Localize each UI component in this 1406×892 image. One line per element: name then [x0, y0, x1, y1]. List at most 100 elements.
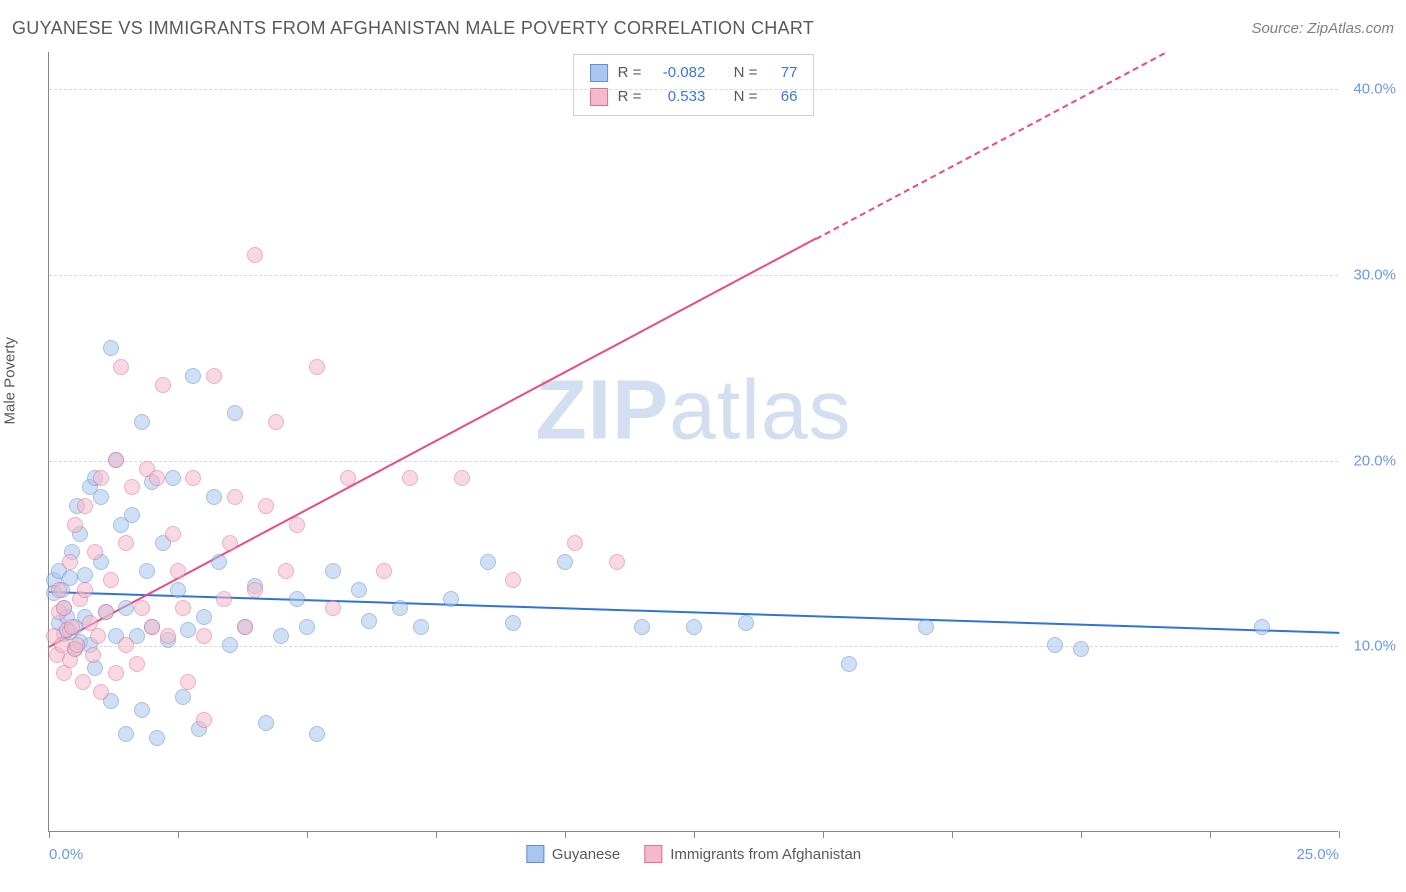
scatter-plot: ZIPatlas R =-0.082 N =77R =0.533 N =66 G…: [48, 52, 1338, 832]
data-point: [165, 526, 181, 542]
data-point: [268, 414, 284, 430]
data-point: [1073, 641, 1089, 657]
watermark: ZIPatlas: [535, 362, 851, 459]
data-point: [118, 600, 134, 616]
data-point: [278, 563, 294, 579]
data-point: [480, 554, 496, 570]
x-tick: [823, 831, 824, 838]
data-point: [103, 572, 119, 588]
data-point: [62, 554, 78, 570]
y-axis-label: Male Poverty: [2, 337, 19, 425]
gridline: [49, 89, 1338, 90]
data-point: [258, 715, 274, 731]
legend-swatch: [590, 64, 608, 82]
data-point: [454, 470, 470, 486]
data-point: [206, 489, 222, 505]
data-point: [196, 609, 212, 625]
data-point: [93, 684, 109, 700]
data-point: [299, 619, 315, 635]
x-tick: [178, 831, 179, 838]
data-point: [103, 340, 119, 356]
chart-title: GUYANESE VS IMMIGRANTS FROM AFGHANISTAN …: [12, 18, 814, 39]
data-point: [124, 507, 140, 523]
data-point: [93, 489, 109, 505]
data-point: [557, 554, 573, 570]
data-point: [77, 582, 93, 598]
legend-label: Immigrants from Afghanistan: [670, 846, 861, 863]
series-legend: Guyanese Immigrants from Afghanistan: [526, 845, 861, 863]
legend-swatch: [526, 845, 544, 863]
data-point: [273, 628, 289, 644]
legend-item: Immigrants from Afghanistan: [644, 845, 861, 863]
data-point: [392, 600, 408, 616]
data-point: [247, 582, 263, 598]
x-tick: [49, 831, 50, 838]
x-tick: [565, 831, 566, 838]
data-point: [1254, 619, 1270, 635]
data-point: [351, 582, 367, 598]
data-point: [134, 702, 150, 718]
r-value: -0.082: [651, 61, 705, 85]
data-point: [222, 535, 238, 551]
legend-swatch: [644, 845, 662, 863]
data-point: [98, 604, 114, 620]
data-point: [67, 517, 83, 533]
legend-swatch: [590, 88, 608, 106]
data-point: [149, 470, 165, 486]
data-point: [247, 247, 263, 263]
stats-legend: R =-0.082 N =77R =0.533 N =66: [573, 54, 815, 116]
data-point: [124, 479, 140, 495]
data-point: [160, 628, 176, 644]
n-value: 77: [767, 61, 797, 85]
x-tick: [1210, 831, 1211, 838]
data-point: [196, 712, 212, 728]
data-point: [505, 615, 521, 631]
data-point: [918, 619, 934, 635]
data-point: [738, 615, 754, 631]
data-point: [56, 600, 72, 616]
data-point: [222, 637, 238, 653]
data-point: [129, 656, 145, 672]
data-point: [170, 563, 186, 579]
data-point: [170, 582, 186, 598]
data-point: [51, 582, 67, 598]
gridline: [49, 646, 1338, 647]
y-tick-label: 30.0%: [1353, 266, 1396, 283]
data-point: [108, 452, 124, 468]
data-point: [139, 563, 155, 579]
data-point: [165, 470, 181, 486]
n-label: N =: [734, 61, 758, 85]
legend-label: Guyanese: [552, 846, 620, 863]
data-point: [134, 414, 150, 430]
data-point: [180, 622, 196, 638]
data-point: [118, 637, 134, 653]
data-point: [686, 619, 702, 635]
data-point: [155, 377, 171, 393]
data-point: [609, 554, 625, 570]
data-point: [340, 470, 356, 486]
data-point: [402, 470, 418, 486]
x-tick: [436, 831, 437, 838]
r-label: R =: [618, 61, 642, 85]
data-point: [227, 489, 243, 505]
trendline-dashed: [816, 52, 1166, 239]
data-point: [85, 647, 101, 663]
x-tick: [694, 831, 695, 838]
data-point: [144, 619, 160, 635]
gridline: [49, 275, 1338, 276]
x-tick: [307, 831, 308, 838]
data-point: [149, 730, 165, 746]
data-point: [216, 591, 232, 607]
data-point: [64, 619, 80, 635]
data-point: [180, 674, 196, 690]
data-point: [325, 563, 341, 579]
data-point: [258, 498, 274, 514]
data-point: [309, 726, 325, 742]
data-point: [289, 517, 305, 533]
data-point: [87, 544, 103, 560]
data-point: [196, 628, 212, 644]
x-tick: [1081, 831, 1082, 838]
data-point: [237, 619, 253, 635]
data-point: [134, 600, 150, 616]
data-point: [77, 567, 93, 583]
